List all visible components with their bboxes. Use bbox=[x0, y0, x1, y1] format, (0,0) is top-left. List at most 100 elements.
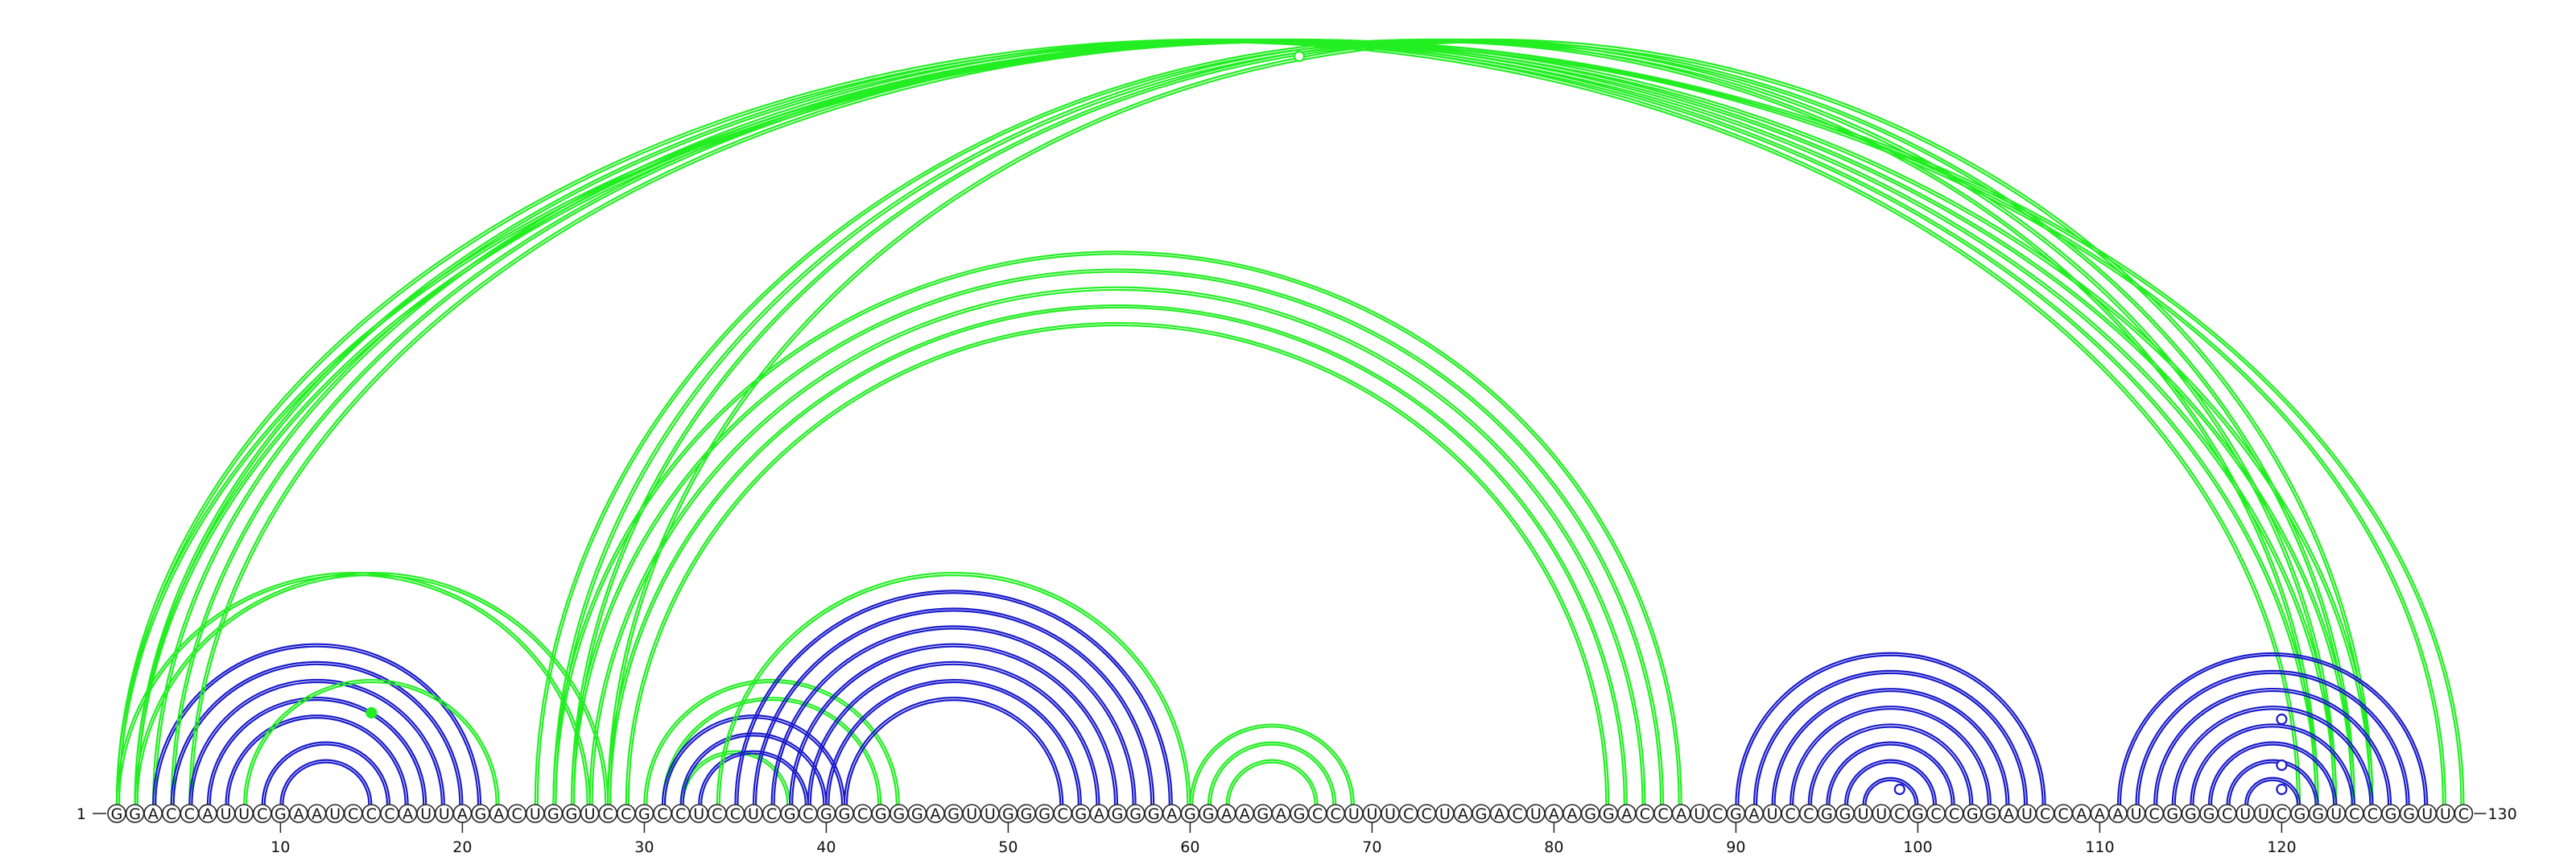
nucleotide-letter: G bbox=[2403, 805, 2415, 823]
nucleotide-letter: G bbox=[1584, 805, 1596, 823]
baseline-layer: 1 130 bbox=[76, 805, 2517, 823]
nucleotide-letter: A bbox=[457, 805, 468, 823]
nucleotide-letter: C bbox=[2149, 805, 2160, 823]
nucleotide-letter: U bbox=[420, 805, 431, 823]
nucleotide-letter: U bbox=[966, 805, 977, 823]
nucleotide-letter: A bbox=[1567, 805, 1578, 823]
nucleotide-letter: G bbox=[820, 805, 832, 823]
pair-arc bbox=[1225, 759, 1319, 805]
nucleotide-letter: G bbox=[2312, 805, 2324, 823]
nucleotide-letter: G bbox=[547, 805, 559, 823]
tick-label: 110 bbox=[2085, 838, 2114, 856]
pair-arc bbox=[625, 321, 1610, 805]
nucleotide-letter: C bbox=[603, 805, 613, 823]
nucleotide-letter: U bbox=[1366, 805, 1377, 823]
nucleotide-letter: G bbox=[784, 805, 796, 823]
nucleotide-letter: C bbox=[166, 805, 176, 823]
pair-arc bbox=[1810, 726, 1971, 805]
pair-arc bbox=[136, 40, 2444, 805]
pair-arc bbox=[1846, 761, 1935, 805]
nucleotide-letter: U bbox=[584, 805, 596, 823]
nucleotide-letter: G bbox=[129, 805, 141, 823]
nucleotide-letter: G bbox=[2294, 805, 2306, 823]
nucleotide-letter: C bbox=[184, 805, 195, 823]
tick-label: 30 bbox=[634, 838, 654, 856]
tick-label: 80 bbox=[1544, 838, 1563, 856]
nucleotide-letter: G bbox=[566, 805, 578, 823]
pair-arc bbox=[609, 40, 2372, 805]
nucleotide-letter: G bbox=[1912, 805, 1924, 823]
pair-arc bbox=[734, 590, 1173, 805]
nucleotide-letter: C bbox=[1894, 805, 1905, 823]
nucleotide-letter: G bbox=[1839, 805, 1852, 823]
arc-marker-ring bbox=[1893, 783, 1905, 796]
nucleotide-letter: C bbox=[1403, 805, 1414, 823]
nucleotide-letter: C bbox=[366, 805, 377, 823]
pair-arc bbox=[555, 253, 1680, 805]
pair-arc bbox=[115, 38, 2301, 805]
nucleotide-letter: C bbox=[1513, 805, 1523, 823]
end-label: 130 bbox=[2487, 805, 2516, 823]
pair-arc bbox=[243, 678, 500, 805]
nucleotide-letter: U bbox=[1767, 805, 1778, 823]
pair-arc bbox=[225, 714, 409, 805]
nucleotide-letter: C bbox=[766, 805, 777, 823]
nucleotide-letter: C bbox=[712, 805, 722, 823]
nucleotide-letter: G bbox=[1038, 805, 1051, 823]
nucleotide-letter: C bbox=[1640, 805, 1650, 823]
pair-arc bbox=[1771, 687, 2010, 805]
pair-arc bbox=[227, 717, 407, 805]
pair-arc bbox=[661, 697, 882, 805]
pair-arc bbox=[155, 40, 2335, 805]
pair-arc bbox=[2226, 759, 2319, 805]
nucleotide-letter: G bbox=[1148, 805, 1160, 823]
pair-arc bbox=[282, 761, 370, 805]
arc-marker-ring bbox=[2276, 759, 2288, 772]
nucleotide-letter: U bbox=[238, 805, 250, 823]
nucleotide-letter: C bbox=[1949, 805, 1959, 823]
pair-arc bbox=[770, 625, 1137, 805]
pair-arc bbox=[791, 645, 1117, 805]
pair-arc bbox=[2174, 708, 2372, 805]
nucleotide-letter: C bbox=[1312, 805, 1323, 823]
nucleotide-letter: G bbox=[1476, 805, 1488, 823]
nucleotide-letter: A bbox=[1676, 805, 1686, 823]
pair-arc bbox=[115, 38, 2465, 805]
pair-arc bbox=[1228, 761, 1316, 805]
nucleotide-letter: G bbox=[638, 805, 650, 823]
pair-arc bbox=[1843, 759, 1938, 805]
pair-arc bbox=[170, 38, 2355, 805]
nucleotide-letter: A bbox=[148, 805, 159, 823]
nucleotide-letter: C bbox=[730, 805, 741, 823]
nucleotide-letter: G bbox=[1984, 805, 1996, 823]
nucleotide-letter: U bbox=[2131, 805, 2142, 823]
pair-arc bbox=[172, 40, 2353, 805]
nucleotide-letter: C bbox=[2040, 805, 2050, 823]
nucleotide-letter: A bbox=[1221, 805, 1232, 823]
nucleotide-letter: A bbox=[2095, 805, 2105, 823]
pair-arc bbox=[2116, 652, 2429, 805]
nucleotide-letter: A bbox=[312, 805, 322, 823]
pair-arc bbox=[682, 735, 825, 805]
nucleotide-letter: C bbox=[857, 805, 868, 823]
pair-arc bbox=[572, 40, 2353, 805]
tick-label: 60 bbox=[1180, 838, 1199, 856]
nucleotide-letter: C bbox=[2058, 805, 2069, 823]
pair-arc bbox=[188, 678, 445, 805]
pair-arc bbox=[661, 714, 846, 805]
pair-arc bbox=[152, 643, 482, 805]
pair-arc bbox=[134, 38, 2446, 805]
tick-label: 20 bbox=[452, 838, 472, 856]
nucleotide-letter: C bbox=[657, 805, 667, 823]
pair-arc bbox=[627, 324, 1608, 805]
pair-arc bbox=[191, 681, 443, 805]
nucleotide-letter: C bbox=[2222, 805, 2232, 823]
nucleotide-letter: A bbox=[1749, 805, 1760, 823]
nucleotide-letter: U bbox=[2440, 805, 2451, 823]
arc-marker-ring bbox=[1293, 50, 1306, 63]
pair-arc bbox=[261, 741, 391, 805]
pair-arc bbox=[2190, 723, 2355, 805]
pair-arc bbox=[536, 40, 2317, 805]
pair-arc bbox=[1189, 723, 1355, 805]
nucleotide-letter: G bbox=[1257, 805, 1269, 823]
